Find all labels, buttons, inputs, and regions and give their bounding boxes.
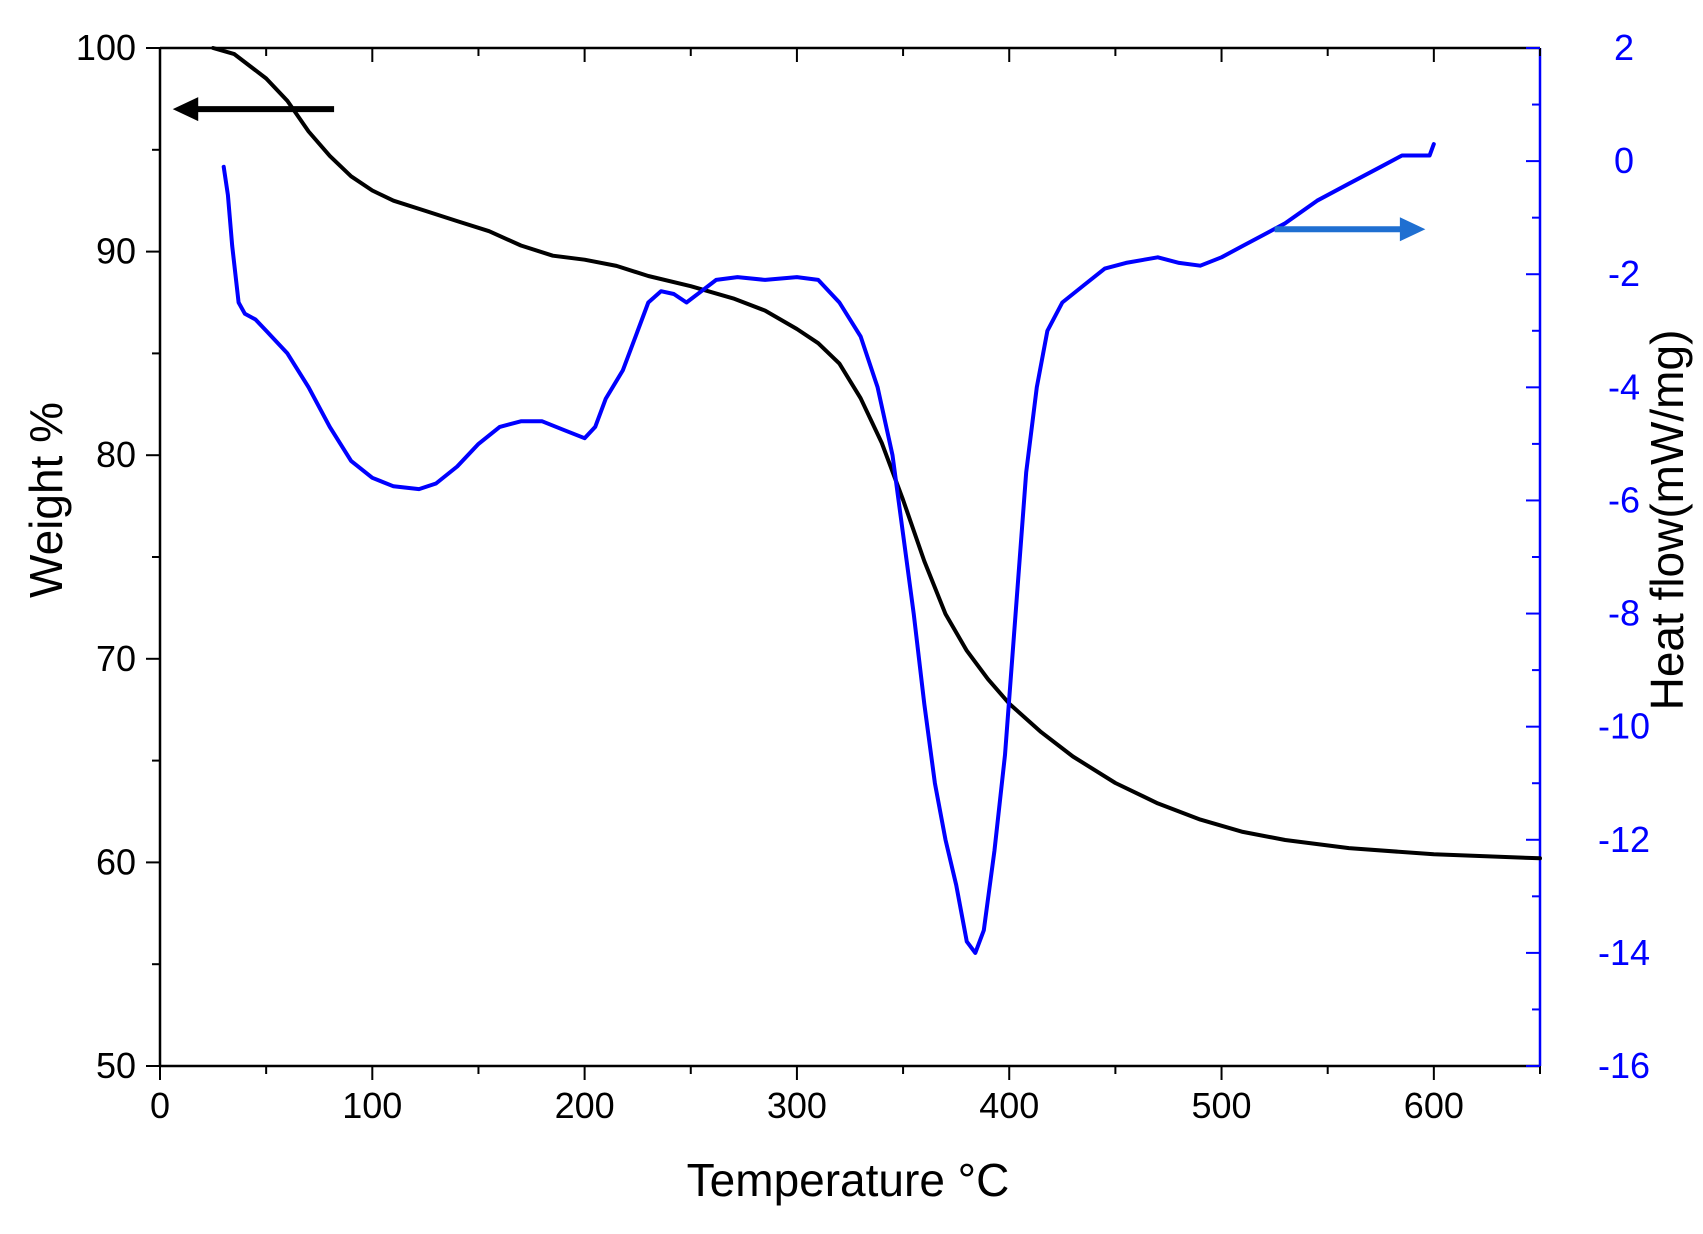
annotation-layer [172,97,1426,242]
x-tick-label: 500 [1191,1085,1251,1126]
y-right-tick-label: -16 [1598,1045,1650,1086]
y-right-tick-label: -10 [1598,706,1650,747]
y-right-tick-label: -8 [1608,593,1640,634]
y-right-tick-label: -14 [1598,932,1650,973]
x-tick-label: 0 [150,1085,170,1126]
x-tick-label: 300 [767,1085,827,1126]
y-right-tick-label: -12 [1598,819,1650,860]
y-left-tick-label: 70 [96,638,136,679]
heat-flow-axis-arrowhead [1399,217,1426,242]
series-layer [211,46,1542,955]
x-tick-label: 400 [979,1085,1039,1126]
y-right-tick-label: -4 [1608,366,1640,407]
x-tick-label: 200 [555,1085,615,1126]
x-axis-title: Temperature °C [687,1154,1010,1206]
x-tick-label: 100 [342,1085,402,1126]
y-left-tick-label: 80 [96,434,136,475]
series-line-heat-flow [221,142,1436,955]
y-right-axis-title: Heat flow(mW/mg) [1641,330,1693,711]
weight-axis-arrowhead [172,97,199,122]
y-right-tick-label: 0 [1614,140,1634,181]
y-left-axis-title: Weight % [20,402,72,598]
y-left-tick-label: 60 [96,841,136,882]
label-layer: Temperature °C Weight % Heat flow(mW/mg) [20,330,1693,1206]
y-left-tick-label: 100 [76,27,136,68]
series-line-weight [211,46,1542,861]
axes-layer: 0 100 200 300 400 500 600 50 60 70 80 90 100 -16 -14 -1… [76,27,1650,1126]
x-tick-label: 600 [1404,1085,1464,1126]
y-right-tick-label: 2 [1614,27,1634,68]
y-right-tick-label: -6 [1608,479,1640,520]
y-left-tick-label: 90 [96,231,136,272]
y-left-tick-label: 50 [96,1045,136,1086]
y-right-tick-label: -2 [1608,253,1640,294]
